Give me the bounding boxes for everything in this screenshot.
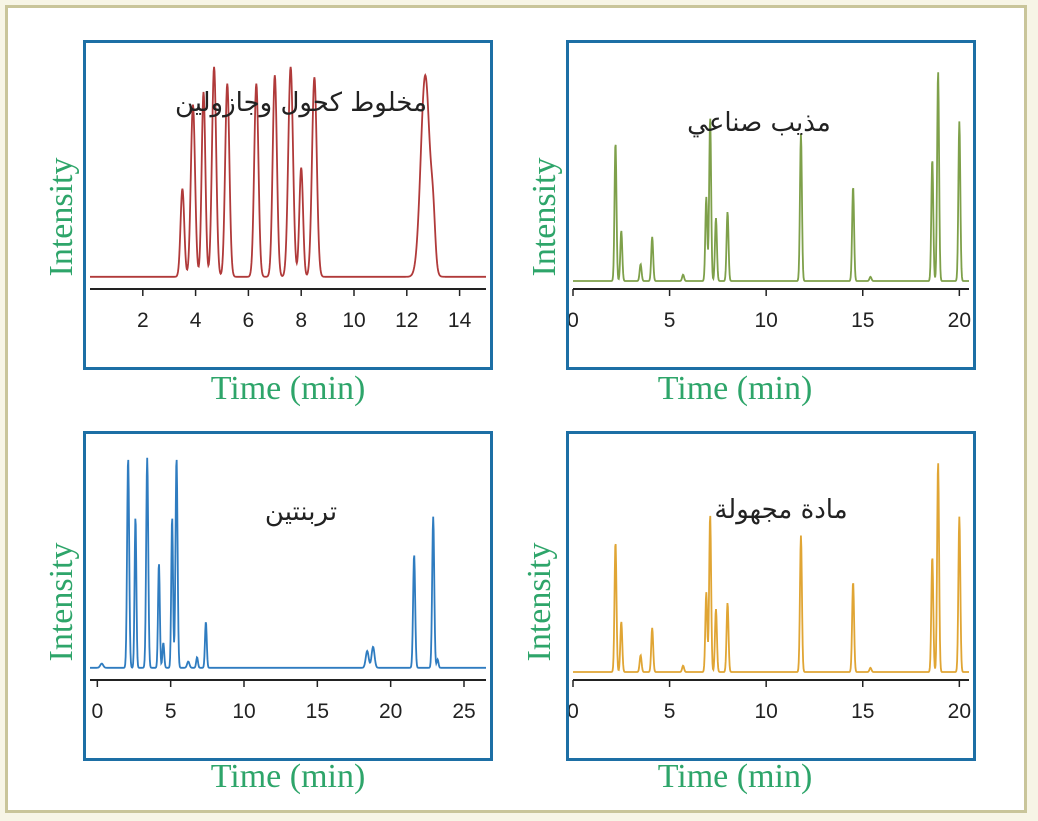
x-tick-label: 0 [569, 309, 579, 332]
x-axis-label: Time (min) [657, 370, 813, 407]
chart-svg: مخلوط كحول وجازولين 2 4 6 8 10 12 14 [90, 66, 486, 332]
x-tick-label: 0 [91, 700, 103, 723]
x-tick-label: 6 [243, 309, 255, 332]
chromatogram-trace [573, 72, 969, 282]
chromatogram-trace [90, 457, 486, 669]
x-tick-label: 14 [448, 309, 472, 332]
x-tick-label: 10 [342, 309, 365, 332]
chart-title: تربنتين [265, 497, 337, 527]
x-tick-label: 10 [754, 700, 777, 723]
x-tick-label: 15 [851, 309, 874, 332]
x-tick-label: 5 [165, 700, 177, 723]
chart-title: مادة مجهولة [714, 495, 847, 525]
chromatogram-trace [573, 463, 969, 673]
x-tick-label: 20 [948, 700, 971, 723]
x-tick-label: 10 [232, 700, 255, 723]
x-axis-label: Time (min) [210, 370, 366, 407]
y-axis-label: Intensity [43, 157, 80, 277]
x-tick-label: 0 [569, 700, 579, 723]
x-tick-label: 20 [948, 309, 971, 332]
x-tick-label: 20 [379, 700, 402, 723]
y-axis-label: Intensity [43, 542, 80, 662]
chart-svg: مذيب صناعي 0 5 10 15 20 [569, 72, 971, 332]
x-tick-label: 2 [137, 309, 149, 332]
x-axis-label: Time (min) [657, 758, 813, 795]
figure-frame: Intensity مخلوط كحول وجازولين 2 4 6 8 10 12 14… [5, 5, 1027, 813]
y-axis-label: Intensity [521, 542, 558, 662]
chart-panel-alcohol-gasoline: مخلوط كحول وجازولين 2 4 6 8 10 12 14 [83, 40, 493, 370]
x-tick-label: 8 [295, 309, 307, 332]
x-tick-label: 4 [190, 309, 202, 332]
chart-svg: مادة مجهولة 0 5 10 15 20 [569, 463, 971, 723]
x-tick-label: 12 [395, 309, 418, 332]
chart-panel-unknown-substance: مادة مجهولة 0 5 10 15 20 [566, 431, 976, 761]
x-axis-label: Time (min) [210, 758, 366, 795]
x-tick-label: 25 [452, 700, 475, 723]
chart-panel-turpentine: تربنتين 0 5 10 15 20 25 [83, 431, 493, 761]
x-tick-label: 5 [664, 700, 676, 723]
x-tick-label: 10 [754, 309, 777, 332]
chromatogram-trace [90, 66, 486, 278]
x-tick-label: 5 [664, 309, 676, 332]
chart-title: مخلوط كحول وجازولين [175, 88, 427, 118]
y-axis-label: Intensity [526, 157, 563, 277]
x-tick-label: 15 [306, 700, 329, 723]
chart-panel-industrial-solvent: مذيب صناعي 0 5 10 15 20 [566, 40, 976, 370]
chart-title: مذيب صناعي [687, 108, 831, 138]
x-tick-label: 15 [851, 700, 874, 723]
chart-svg: تربنتين 0 5 10 15 20 25 [90, 457, 486, 723]
